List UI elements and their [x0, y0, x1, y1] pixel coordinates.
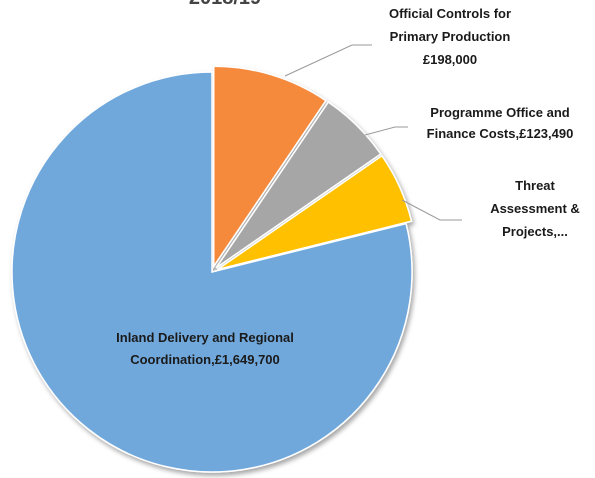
pie-slice: [213, 65, 327, 269]
slice-label: Inland Delivery and Regional Coordination…: [116, 330, 294, 367]
leader-line: [284, 44, 372, 77]
pie: [11, 65, 413, 473]
value-label: £123,490: [519, 126, 573, 141]
value-label: £1,649,700: [215, 352, 280, 367]
pie-slice: [215, 101, 382, 269]
leader-line: [364, 126, 408, 136]
labels: Official Controls for Primary Production £…: [116, 6, 580, 367]
slice-label: Programme Office and Finance Costs,: [427, 105, 570, 141]
leader-line: [401, 199, 462, 221]
pie-slice: [11, 71, 413, 473]
value-label: £198,000: [423, 52, 477, 67]
slice-label: Threat Assessment & Projects,...: [490, 178, 580, 239]
pie-slice: [217, 154, 413, 271]
chart-title: 2018/19: [189, 0, 261, 9]
slice-label: Official Controls for Primary Production: [389, 6, 511, 44]
